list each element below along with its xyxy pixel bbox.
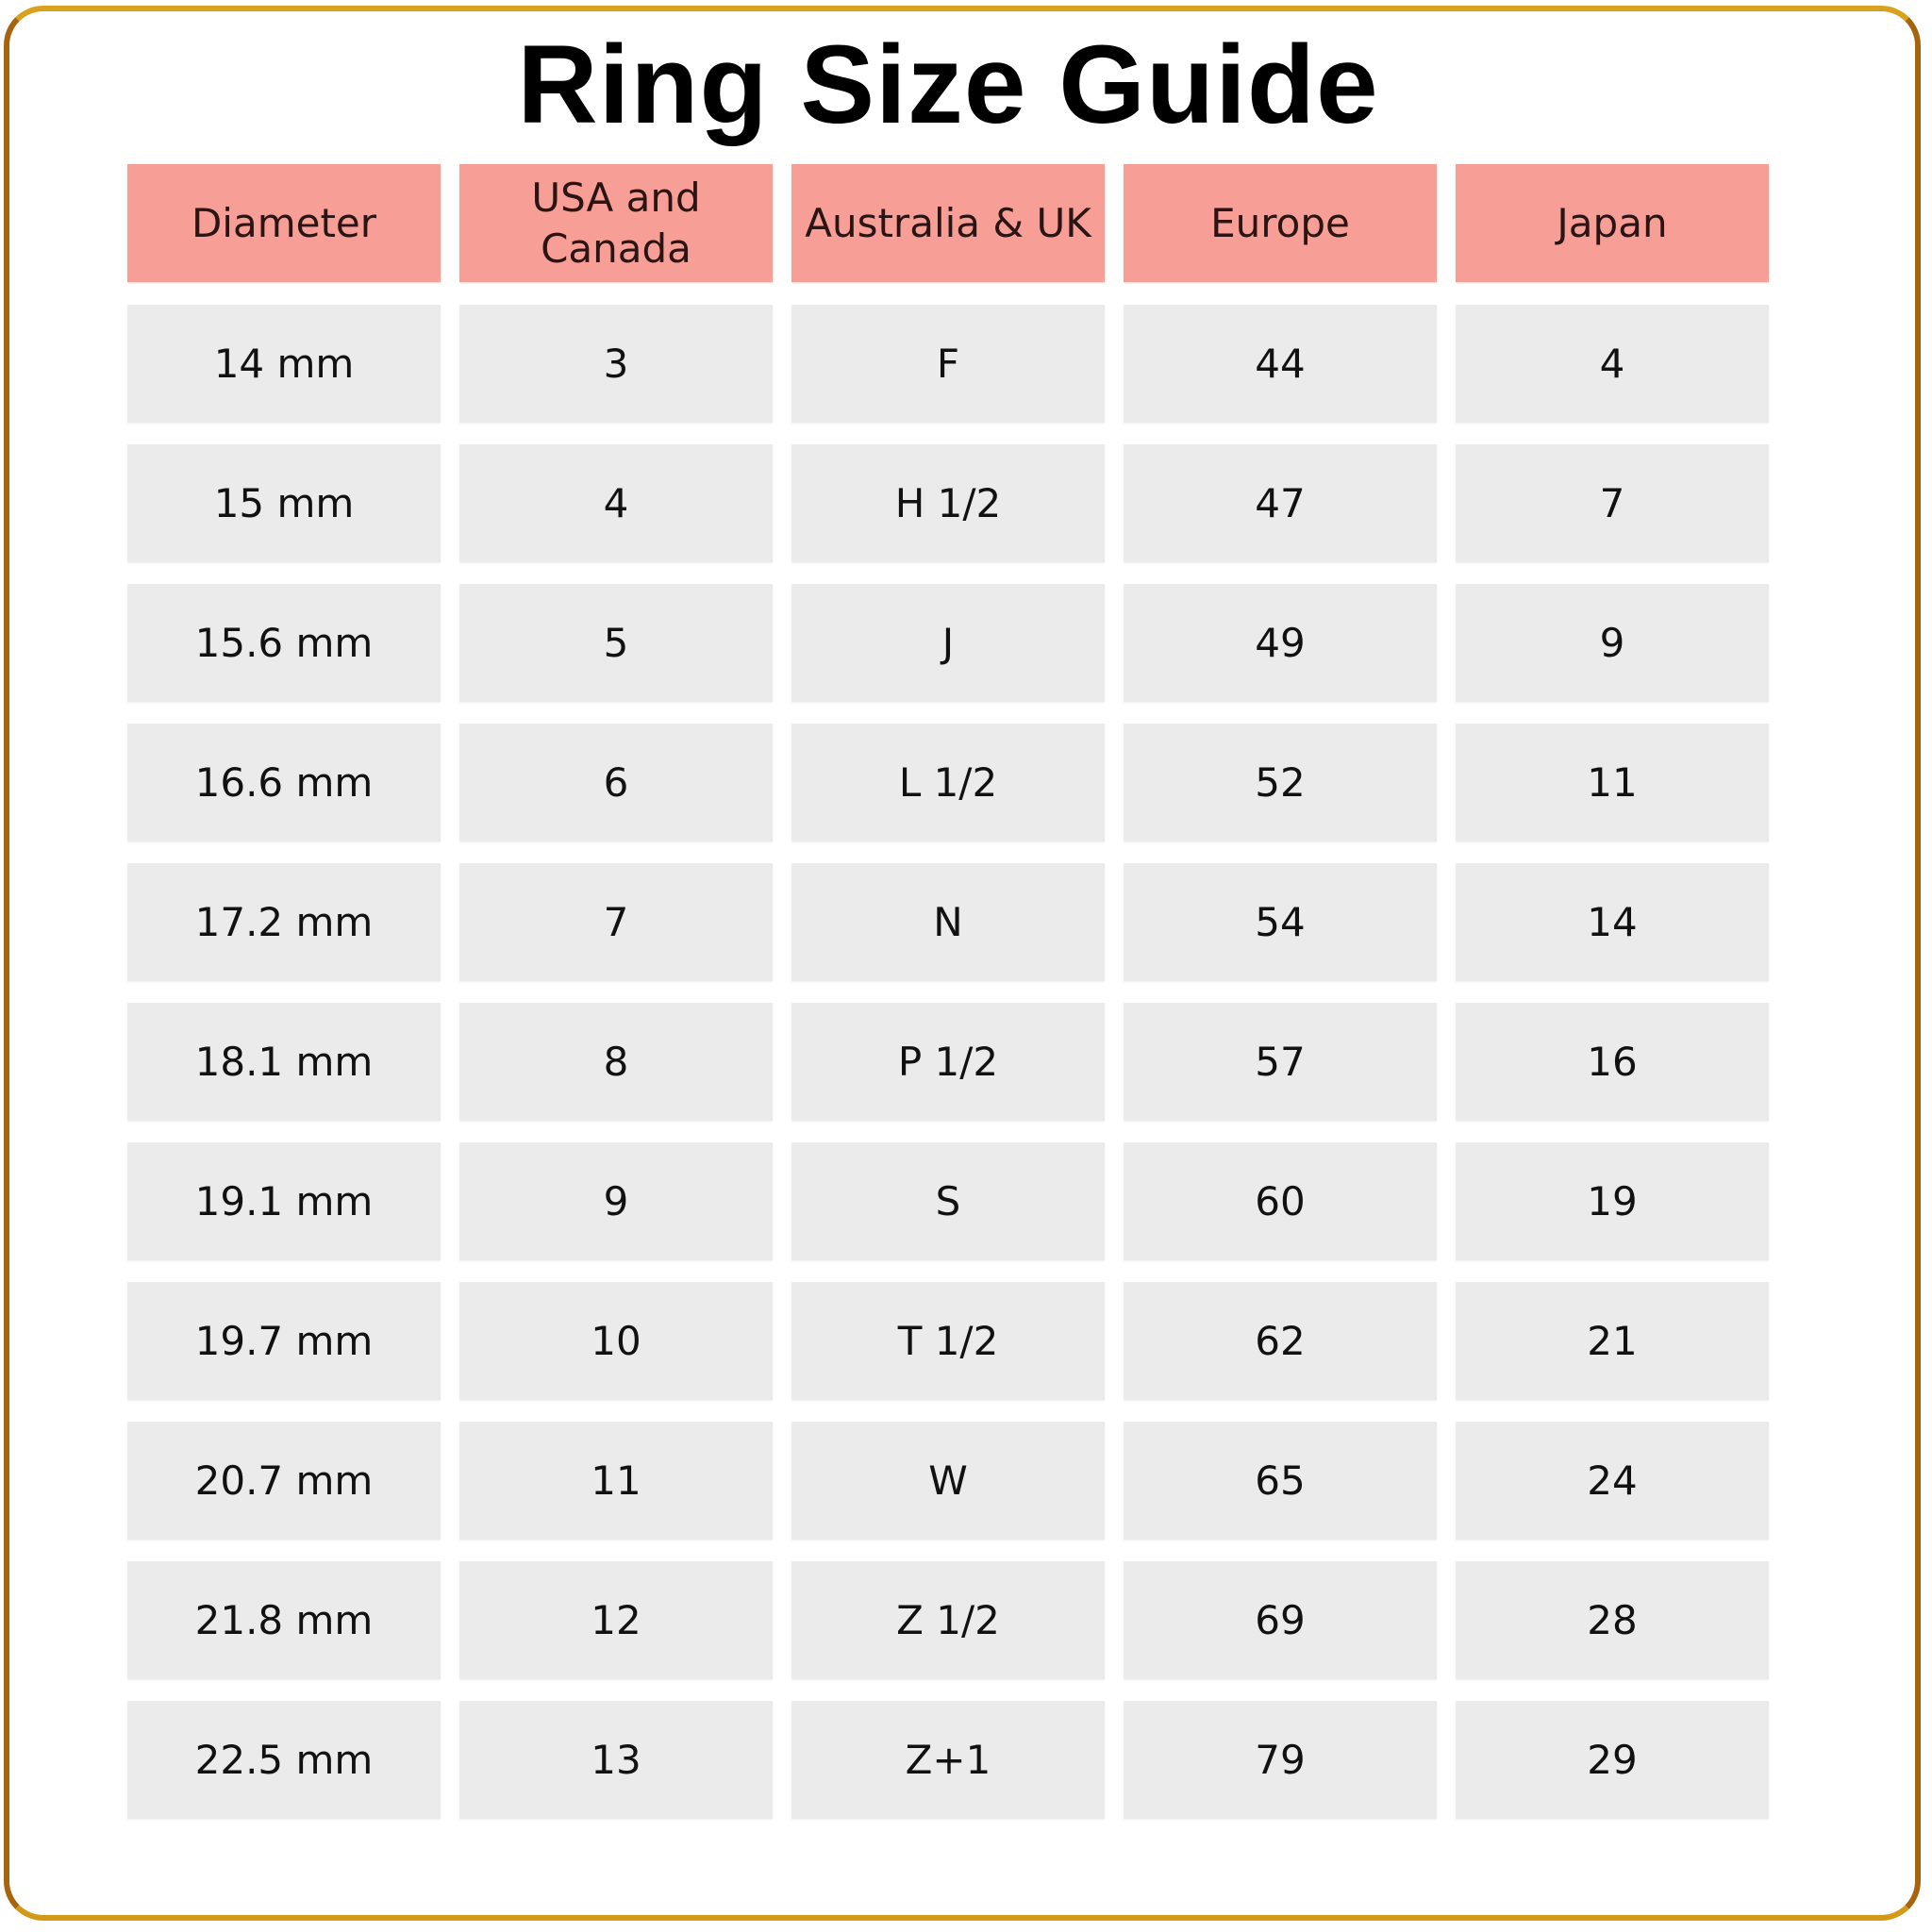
cell-usa-canada: 7 <box>459 863 773 981</box>
cell-japan: 29 <box>1456 1701 1769 1819</box>
cell-europe: 49 <box>1124 584 1437 702</box>
table-header-row: Diameter USA and Canada Australia & UK E… <box>127 164 1769 282</box>
cell-japan: 21 <box>1456 1282 1769 1400</box>
page-title: Ring Size Guide <box>517 23 1379 147</box>
cell-diameter: 21.8 mm <box>127 1561 441 1679</box>
cell-japan: 24 <box>1456 1422 1769 1540</box>
cell-diameter: 18.1 mm <box>127 1003 441 1121</box>
table-row: 16.6 mm 6 L 1/2 52 11 <box>127 724 1769 841</box>
cell-diameter: 19.1 mm <box>127 1142 441 1260</box>
cell-usa-canada: 11 <box>459 1422 773 1540</box>
cell-australia-uk: F <box>791 305 1105 423</box>
table-row: 18.1 mm 8 P 1/2 57 16 <box>127 1003 1769 1121</box>
cell-australia-uk: T 1/2 <box>791 1282 1105 1400</box>
cell-diameter: 14 mm <box>127 305 441 423</box>
cell-diameter: 15.6 mm <box>127 584 441 702</box>
cell-diameter: 22.5 mm <box>127 1701 441 1819</box>
cell-japan: 9 <box>1456 584 1769 702</box>
cell-europe: 62 <box>1124 1282 1437 1400</box>
cell-usa-canada: 5 <box>459 584 773 702</box>
cell-europe: 54 <box>1124 863 1437 981</box>
cell-japan: 28 <box>1456 1561 1769 1679</box>
gold-frame-border <box>4 6 1921 1921</box>
cell-japan: 7 <box>1456 444 1769 562</box>
cell-australia-uk: Z 1/2 <box>791 1561 1105 1679</box>
cell-usa-canada: 3 <box>459 305 773 423</box>
cell-japan: 4 <box>1456 305 1769 423</box>
table-row: 15.6 mm 5 J 49 9 <box>127 584 1769 702</box>
cell-australia-uk: S <box>791 1142 1105 1260</box>
table-row: 21.8 mm 12 Z 1/2 69 28 <box>127 1561 1769 1679</box>
cell-australia-uk: H 1/2 <box>791 444 1105 562</box>
table-row: 15 mm 4 H 1/2 47 7 <box>127 444 1769 562</box>
table-row: 17.2 mm 7 N 54 14 <box>127 863 1769 981</box>
table-row: 19.7 mm 10 T 1/2 62 21 <box>127 1282 1769 1400</box>
cell-australia-uk: Z+1 <box>791 1701 1105 1819</box>
cell-europe: 57 <box>1124 1003 1437 1121</box>
column-header-usa-canada: USA and Canada <box>459 164 773 282</box>
cell-australia-uk: N <box>791 863 1105 981</box>
column-header-japan: Japan <box>1456 164 1769 282</box>
table-row: 19.1 mm 9 S 60 19 <box>127 1142 1769 1260</box>
table-row: 14 mm 3 F 44 4 <box>127 305 1769 423</box>
cell-australia-uk: J <box>791 584 1105 702</box>
cell-usa-canada: 10 <box>459 1282 773 1400</box>
table-row: 20.7 mm 11 W 65 24 <box>127 1422 1769 1540</box>
cell-japan: 11 <box>1456 724 1769 841</box>
cell-australia-uk: P 1/2 <box>791 1003 1105 1121</box>
cell-europe: 69 <box>1124 1561 1437 1679</box>
cell-usa-canada: 9 <box>459 1142 773 1260</box>
cell-australia-uk: L 1/2 <box>791 724 1105 841</box>
column-header-europe: Europe <box>1124 164 1437 282</box>
cell-europe: 60 <box>1124 1142 1437 1260</box>
cell-japan: 14 <box>1456 863 1769 981</box>
table-row: 22.5 mm 13 Z+1 79 29 <box>127 1701 1769 1819</box>
cell-japan: 19 <box>1456 1142 1769 1260</box>
cell-europe: 52 <box>1124 724 1437 841</box>
cell-diameter: 20.7 mm <box>127 1422 441 1540</box>
cell-diameter: 17.2 mm <box>127 863 441 981</box>
cell-europe: 44 <box>1124 305 1437 423</box>
cell-diameter: 15 mm <box>127 444 441 562</box>
cell-australia-uk: W <box>791 1422 1105 1540</box>
cell-usa-canada: 12 <box>459 1561 773 1679</box>
cell-usa-canada: 4 <box>459 444 773 562</box>
cell-usa-canada: 8 <box>459 1003 773 1121</box>
cell-usa-canada: 6 <box>459 724 773 841</box>
cell-diameter: 19.7 mm <box>127 1282 441 1400</box>
cell-europe: 47 <box>1124 444 1437 562</box>
cell-europe: 65 <box>1124 1422 1437 1540</box>
column-header-diameter: Diameter <box>127 164 441 282</box>
cell-japan: 16 <box>1456 1003 1769 1121</box>
cell-europe: 79 <box>1124 1701 1437 1819</box>
cell-usa-canada: 13 <box>459 1701 773 1819</box>
cell-diameter: 16.6 mm <box>127 724 441 841</box>
column-header-australia-uk: Australia & UK <box>791 164 1105 282</box>
